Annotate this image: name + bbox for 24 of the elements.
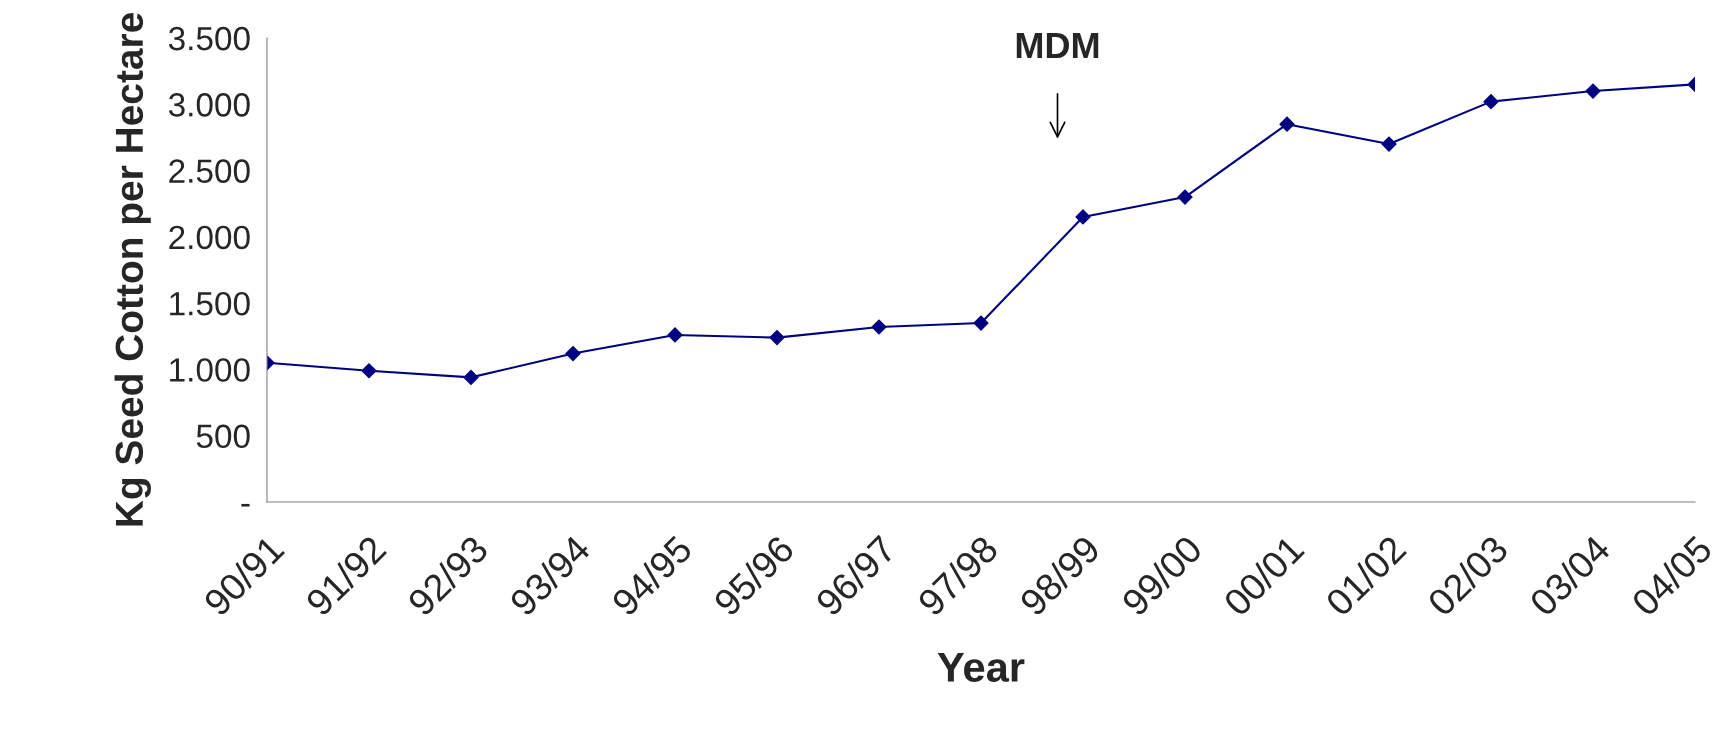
point	[1483, 94, 1499, 110]
y-tick-label: 500	[196, 424, 250, 449]
point	[769, 330, 785, 346]
y-tick-label: 1.500	[170, 291, 250, 316]
point	[667, 327, 683, 343]
point	[1279, 116, 1295, 132]
point	[1177, 189, 1193, 205]
point	[973, 315, 989, 331]
point	[1381, 136, 1397, 152]
annotation: MDM	[1016, 33, 1099, 58]
point	[463, 369, 479, 385]
point	[1585, 83, 1601, 99]
y-tick-label: 2.000	[169, 225, 250, 250]
point	[565, 345, 581, 362]
y-axis-title: Kg Seed Cotton per Hectare	[114, 13, 151, 526]
y-tick-label: 3.000	[168, 93, 250, 117]
point	[871, 319, 887, 335]
y-tick-label: 3.500	[168, 26, 250, 51]
point	[1075, 209, 1091, 225]
point	[361, 363, 377, 379]
y-tick-label: -	[241, 503, 250, 507]
y-tick-label: 2.500	[169, 159, 250, 183]
y-tick-label: 1.000	[170, 358, 250, 382]
x-axis-title: Year	[937, 652, 1025, 683]
